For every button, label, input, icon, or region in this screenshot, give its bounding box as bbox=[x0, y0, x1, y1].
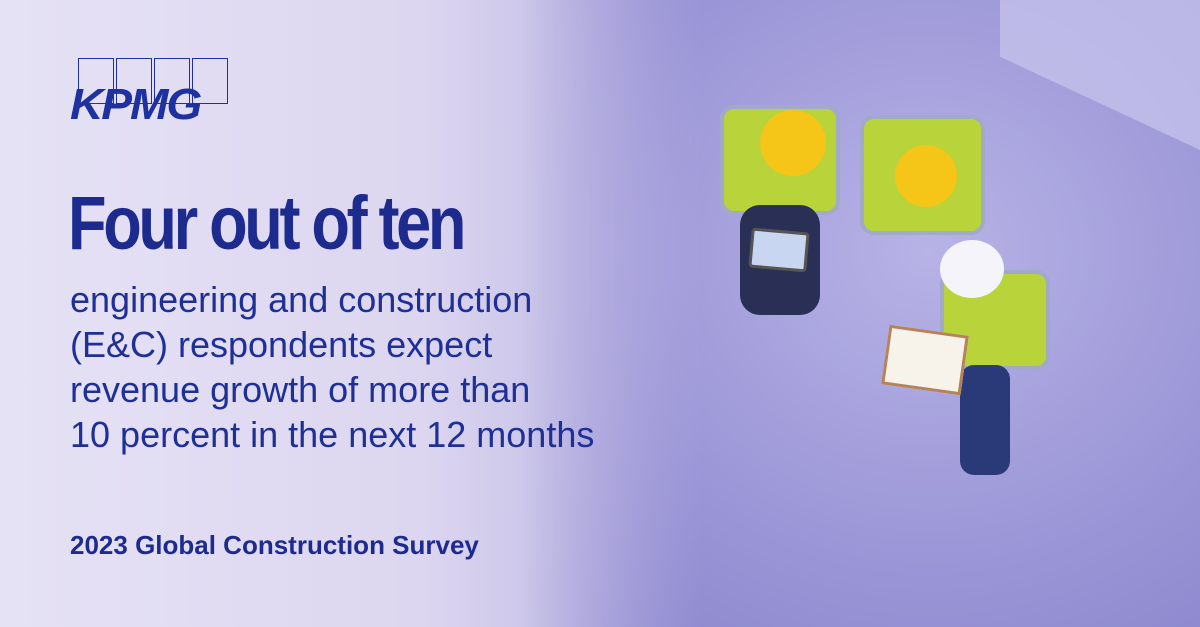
wall bbox=[1000, 0, 1200, 151]
construction-workers-photo bbox=[520, 0, 1200, 627]
worker-right bbox=[881, 235, 1060, 495]
worker-middle bbox=[855, 110, 995, 290]
logo-text: KPMG bbox=[70, 80, 202, 129]
kpmg-logo: KPMG bbox=[70, 58, 230, 129]
survey-title: 2023 Global Construction Survey bbox=[70, 530, 479, 560]
body-line: engineering and construction bbox=[70, 279, 533, 320]
body-line: revenue growth of more than bbox=[70, 369, 531, 410]
headline: Four out of ten bbox=[68, 181, 466, 266]
worker-left bbox=[700, 95, 860, 325]
body-text: engineering and construction (E&C) respo… bbox=[70, 277, 730, 457]
body-line: 10 percent in the next 12 months bbox=[70, 414, 595, 455]
body-line: (E&C) respondents expect bbox=[70, 324, 493, 365]
